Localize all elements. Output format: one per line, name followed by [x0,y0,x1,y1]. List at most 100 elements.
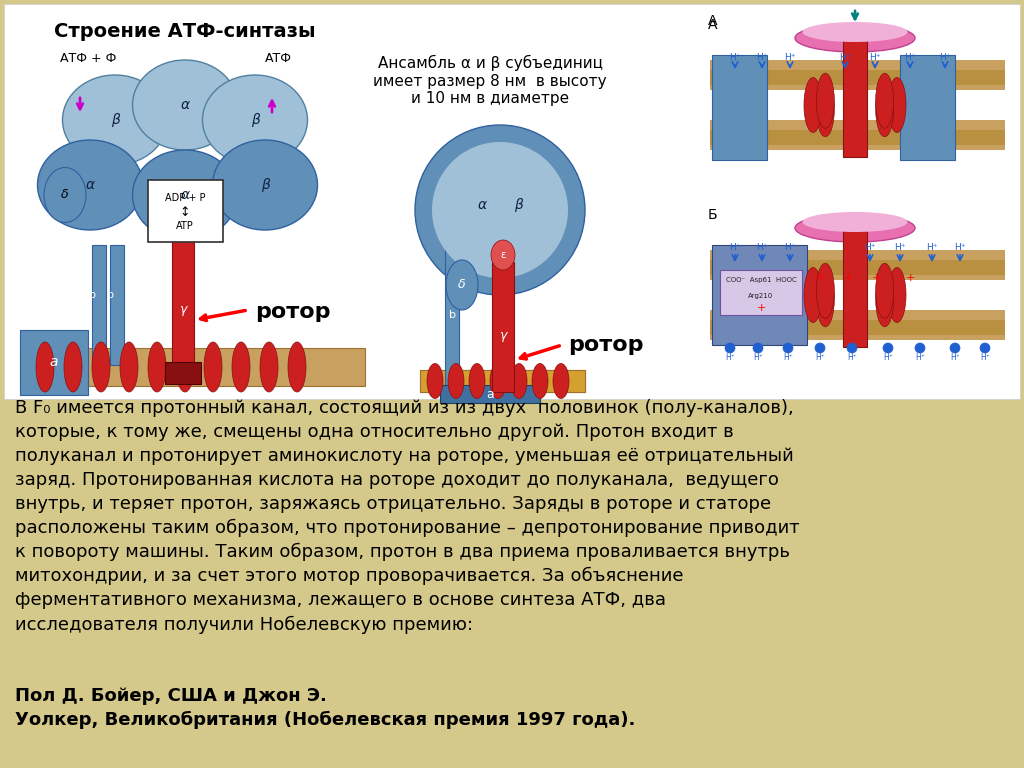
Ellipse shape [213,140,317,230]
Ellipse shape [816,263,835,318]
Circle shape [415,125,585,295]
Ellipse shape [490,240,515,270]
Circle shape [950,343,961,353]
Text: H⁺: H⁺ [894,243,906,253]
Text: β: β [514,198,522,212]
Ellipse shape [288,342,306,392]
Circle shape [432,142,568,278]
Bar [710,310,1005,340]
Text: В F₀ имеется протонный канал, состоящий из из двух  половинок (полу-каналов),
ко: В F₀ имеется протонный канал, состоящий … [15,399,800,634]
Ellipse shape [803,22,907,42]
Text: H⁺: H⁺ [840,54,851,62]
Text: Arg210: Arg210 [749,293,773,299]
Bar [172,235,194,380]
Bar [4,4,1020,399]
Ellipse shape [427,363,443,399]
Text: α: α [180,98,189,112]
Bar [710,250,1005,280]
Text: H⁺: H⁺ [783,353,793,362]
Ellipse shape [148,342,166,392]
Text: H⁺: H⁺ [784,243,796,253]
Ellipse shape [553,363,569,399]
Text: Пол Д. Бойер, США и Джон Э.
Уолкер, Великобритания (Нобелевская премия 1997 года: Пол Д. Бойер, США и Джон Э. Уолкер, Вели… [15,687,636,729]
Ellipse shape [44,167,86,223]
Text: γ: γ [500,329,507,342]
Ellipse shape [876,263,894,318]
Ellipse shape [888,78,906,133]
Bar [440,385,540,403]
Circle shape [753,343,763,353]
Text: b: b [89,290,96,300]
Ellipse shape [876,73,894,128]
Ellipse shape [62,75,168,165]
Bar [420,370,585,392]
Text: H⁺: H⁺ [729,54,740,62]
Text: А: А [708,18,718,32]
Bar [710,70,1005,85]
Bar [843,32,867,157]
Bar [900,55,955,160]
Bar [165,362,201,384]
Circle shape [915,343,925,353]
Ellipse shape [132,150,238,240]
Text: γ: γ [179,303,186,316]
Text: H⁺: H⁺ [757,243,768,253]
Ellipse shape [803,212,907,232]
Ellipse shape [490,363,506,399]
Ellipse shape [449,363,464,399]
Text: H⁺: H⁺ [883,353,893,362]
Text: H⁺: H⁺ [815,353,825,362]
Ellipse shape [888,267,906,323]
Text: β: β [260,178,269,192]
Ellipse shape [816,81,835,137]
Bar [710,130,1005,145]
Text: H⁺: H⁺ [729,243,740,253]
Circle shape [980,343,990,353]
Text: +: + [844,273,853,283]
Ellipse shape [846,71,864,127]
Text: H⁺: H⁺ [927,243,938,253]
Text: H⁺: H⁺ [864,243,876,253]
Bar [720,270,802,315]
Circle shape [725,343,735,353]
Ellipse shape [204,342,222,392]
Ellipse shape [816,272,835,326]
Ellipse shape [36,342,54,392]
Text: b: b [449,310,456,320]
Bar [420,370,585,392]
Text: +: + [905,273,914,283]
Bar [712,245,807,345]
Text: ATP: ATP [176,221,194,231]
Bar [712,55,767,160]
Text: H⁺: H⁺ [784,54,796,62]
Text: H⁺: H⁺ [757,54,768,62]
Circle shape [815,343,825,353]
Text: δ: δ [458,279,466,292]
Text: ↕: ↕ [180,206,190,219]
Text: ε: ε [501,250,506,260]
Text: H⁺: H⁺ [753,353,763,362]
Ellipse shape [816,73,835,128]
Ellipse shape [511,363,527,399]
Text: H⁺: H⁺ [980,353,990,362]
Text: +: + [815,273,824,283]
Ellipse shape [876,272,894,326]
Text: H⁺: H⁺ [939,54,950,62]
Text: α: α [85,178,94,192]
Text: H⁺: H⁺ [950,353,959,362]
Text: Б: Б [708,208,718,222]
Bar [710,60,1005,90]
Bar [710,260,1005,275]
Text: АТФ + Ф: АТФ + Ф [60,52,117,65]
Ellipse shape [232,342,250,392]
Ellipse shape [63,342,82,392]
Ellipse shape [446,260,478,310]
Ellipse shape [795,24,915,52]
Text: b: b [108,290,115,300]
Bar [492,262,514,392]
Text: β: β [251,113,259,127]
Text: АТФ: АТФ [265,52,292,65]
Text: H⁺: H⁺ [954,243,966,253]
Bar [20,348,365,386]
Bar [445,250,459,385]
